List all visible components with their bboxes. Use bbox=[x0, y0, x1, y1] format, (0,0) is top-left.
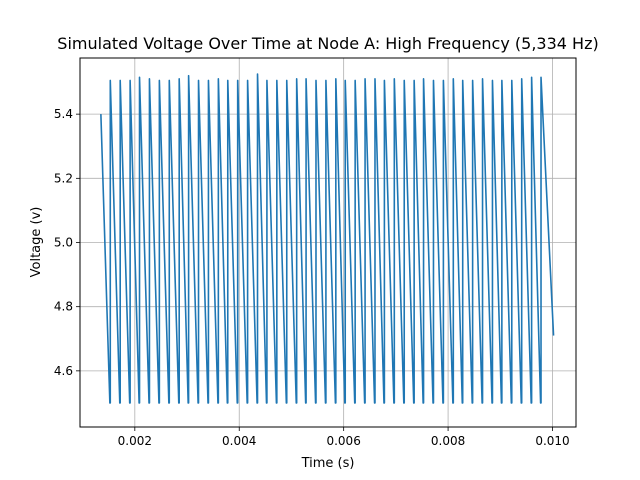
x-tick-label: 0.006 bbox=[326, 434, 360, 448]
x-tick-label: 0.002 bbox=[118, 434, 152, 448]
y-tick-label: 4.6 bbox=[54, 364, 73, 378]
y-tick-label: 4.8 bbox=[54, 300, 73, 314]
x-tick-label: 0.010 bbox=[535, 434, 569, 448]
y-tick-label: 5.2 bbox=[54, 171, 73, 185]
series-group bbox=[100, 73, 555, 404]
y-axis-label: Voltage (v) bbox=[29, 207, 44, 278]
x-axis: 0.002 0.004 0.006 0.008 0.010 bbox=[118, 427, 570, 448]
x-tick-label: 0.004 bbox=[222, 434, 256, 448]
y-tick-label: 5.4 bbox=[54, 107, 73, 121]
y-tick-label: 5.0 bbox=[54, 236, 73, 250]
y-axis: 4.6 4.8 5.0 5.2 5.4 bbox=[54, 107, 80, 378]
voltage-series-line bbox=[100, 73, 555, 404]
x-axis-label: Time (s) bbox=[301, 456, 355, 471]
x-tick-label: 0.008 bbox=[431, 434, 465, 448]
chart-title: Simulated Voltage Over Time at Node A: H… bbox=[57, 34, 598, 53]
